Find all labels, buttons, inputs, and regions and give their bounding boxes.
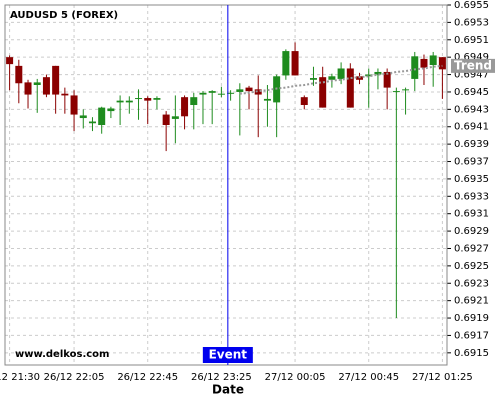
trend-label: Trend [454, 58, 492, 72]
candle-body [181, 97, 189, 117]
candle-body [383, 71, 391, 88]
y-tick-label: 0.6933 [454, 191, 489, 202]
candle-body [254, 89, 262, 95]
candle-body [319, 77, 327, 108]
candle-body [6, 57, 14, 65]
candle-body [337, 68, 345, 79]
candle-body [171, 116, 179, 119]
chart-title: AUDUSD 5 (FOREX) [10, 10, 118, 21]
candle-body [116, 100, 124, 103]
y-tick-label: 0.6927 [454, 243, 489, 254]
y-tick-label: 0.6939 [454, 139, 489, 150]
y-tick-label: 0.6941 [454, 122, 489, 133]
candle-body [153, 98, 161, 100]
candle-body [236, 89, 244, 92]
trend-label-box [451, 58, 495, 73]
candle-body [365, 74, 373, 77]
candle-body [107, 108, 115, 112]
y-tick-label: 0.6917 [454, 330, 489, 341]
candle-body [291, 51, 299, 76]
candle-body [245, 87, 253, 92]
x-tick-label: 26/12 22:45 [117, 372, 178, 383]
candle-body [15, 65, 23, 84]
candle-body [429, 55, 437, 65]
candle-body [374, 71, 382, 75]
candle-body [52, 65, 60, 95]
candle-body [300, 97, 308, 105]
candle-body [263, 98, 271, 101]
candle-body [438, 57, 446, 70]
y-tick-label: 0.6951 [454, 35, 489, 46]
y-tick-label: 0.6953 [454, 17, 489, 28]
x-tick-label: 26/12 22:05 [44, 372, 105, 383]
candle-body [79, 115, 87, 119]
candle-body [144, 98, 152, 101]
candle-body [33, 82, 41, 85]
candle-body [24, 82, 32, 95]
watermark: www.delkos.com [15, 349, 109, 360]
y-tick-label: 0.6915 [454, 348, 489, 359]
x-tick-label: 26/12 23:25 [191, 372, 252, 383]
event-label-box [202, 347, 253, 363]
x-tick-label: 27/12 00:45 [338, 372, 399, 383]
y-tick-label: 0.6931 [454, 209, 489, 220]
y-tick-label: 0.6925 [454, 261, 489, 272]
candle-body [282, 51, 290, 76]
candle-body [346, 68, 354, 108]
x-axis-title: Date [212, 383, 244, 397]
plot-frame [4, 4, 448, 366]
candle-body [70, 95, 78, 115]
candle-body [162, 114, 170, 125]
y-tick-label: 0.6943 [454, 104, 489, 115]
y-tick-label: 0.6945 [454, 87, 489, 98]
y-tick-label: 0.6935 [454, 174, 489, 185]
candle-body [190, 97, 198, 105]
event-label: Event [209, 348, 248, 362]
x-tick-label: 27/12 00:05 [265, 372, 326, 383]
candle-body [125, 100, 133, 103]
candle-body [309, 78, 317, 80]
candle-body [88, 121, 96, 124]
y-tick-label: 0.6949 [454, 52, 489, 63]
y-tick-label: 0.6929 [454, 226, 489, 237]
candle-body [227, 92, 235, 94]
candle-body [61, 93, 69, 96]
y-tick-label: 0.6955 [454, 0, 489, 11]
candle-body [392, 91, 400, 93]
candle-body [217, 93, 225, 95]
candle-body [42, 77, 50, 95]
x-tick-label: 27/12 01:25 [412, 372, 473, 383]
x-tick-label: 26/12 21:30 [0, 372, 40, 383]
candle-body [135, 98, 143, 100]
y-tick-label: 0.6947 [454, 70, 489, 81]
plot-layer: 0.6915 0.6917 0.6919 0.6921 0.6923 0.6925 0.69… [0, 0, 489, 383]
y-tick-label: 0.6921 [454, 296, 489, 307]
candle-body [328, 76, 336, 80]
candle-body [208, 91, 216, 93]
y-tick-label: 0.6919 [454, 313, 489, 324]
candle-body [411, 56, 419, 79]
y-tick-label: 0.6937 [454, 157, 489, 168]
candle-body [402, 89, 410, 91]
y-tick-label: 0.6923 [454, 278, 489, 289]
candle-body [199, 92, 207, 95]
candle-body [420, 58, 428, 68]
candle-body [98, 107, 106, 125]
